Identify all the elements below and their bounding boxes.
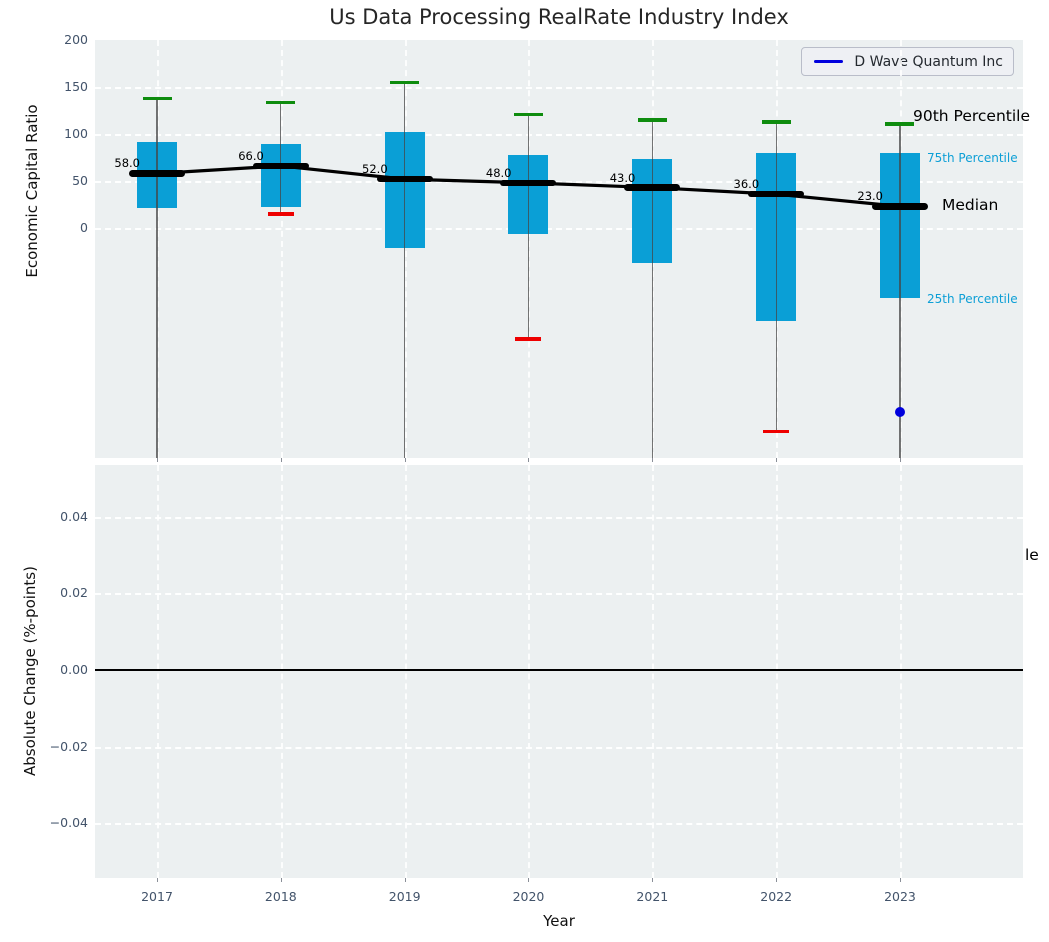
median-segment [252, 162, 309, 170]
whisker-line [899, 123, 901, 458]
annotation-25th-percentile: 25th Percentile [927, 292, 1018, 306]
whisker-line [775, 121, 777, 432]
whisker-line [527, 114, 530, 339]
company-data-point [894, 407, 905, 418]
legend-line-icon [814, 59, 844, 64]
x-tick-label: 2017 [141, 889, 173, 904]
gridline-horizontal [95, 516, 1023, 519]
cap-90th-percentile [142, 96, 172, 101]
whisker-line [156, 98, 158, 458]
x-tickmark [899, 878, 901, 882]
cap-90th-percentile [885, 122, 915, 126]
cap-90th-percentile [390, 80, 420, 85]
x-tick-label: 2023 [884, 889, 916, 904]
median-value-label: 52.0 [362, 162, 388, 177]
x-tickmark [652, 878, 654, 882]
median-value-label: 58.0 [114, 156, 140, 171]
y-tick-label: 0.04 [60, 508, 88, 524]
median-segment [624, 184, 681, 191]
x-tick-label: 2018 [264, 889, 297, 904]
gridline-horizontal [95, 134, 1023, 136]
y-tick-label: 100 [64, 126, 88, 141]
gridline-vertical [528, 40, 531, 458]
whisker-line [651, 119, 653, 458]
median-value-label: 36.0 [733, 177, 760, 192]
median-value-label: 48.0 [485, 165, 512, 180]
x-tickmark [776, 878, 778, 882]
gridline-vertical [157, 465, 159, 878]
chart-title: Us Data Processing RealRate Industry Ind… [329, 5, 789, 29]
cap-90th-percentile [513, 112, 543, 117]
x-tickmark [528, 458, 530, 462]
gridline-horizontal [95, 181, 1023, 183]
gridline-vertical [404, 465, 407, 878]
annotation-75th-percentile: 75th Percentile [927, 151, 1018, 165]
annotation-90th-percentile: 90th Percentile [913, 107, 1031, 125]
y-tick-label: 0 [80, 220, 88, 235]
cap-10th-percentile [267, 212, 294, 216]
x-tick-label: 2022 [760, 889, 793, 904]
cap-10th-percentile [515, 337, 542, 341]
x-tickmark [899, 458, 901, 462]
gridline-vertical [280, 40, 283, 458]
bottom-plot-area [95, 465, 1023, 878]
gridline-vertical [652, 465, 655, 878]
y-tick-label: 200 [64, 32, 88, 47]
median-segment [500, 179, 557, 187]
y-axis-label-top: Economic Capital Ratio [23, 104, 41, 278]
cap-90th-percentile [637, 118, 667, 122]
gridline-horizontal [95, 87, 1023, 89]
gridline-vertical [280, 465, 283, 878]
x-tickmark [280, 458, 282, 462]
legend: D Wave Quantum Inc [801, 47, 1014, 76]
x-tickmark [157, 878, 158, 882]
x-tickmark [776, 458, 778, 462]
cap-90th-percentile [761, 120, 791, 124]
median-segment [129, 170, 185, 177]
y-tick-label: 50 [72, 173, 88, 188]
x-tick-label: 2021 [636, 889, 669, 904]
annotation-clipped-right: le [1025, 546, 1039, 564]
y-tick-label: 150 [64, 79, 88, 94]
cap-10th-percentile [763, 429, 790, 434]
median-value-label: 43.0 [609, 170, 636, 185]
x-tickmark [528, 878, 530, 882]
legend-label: D Wave Quantum Inc [854, 53, 1003, 70]
gridline-horizontal [95, 228, 1023, 230]
y-tick-label: −0.02 [49, 738, 88, 754]
gridline-horizontal [95, 823, 1023, 826]
gridline-vertical [776, 465, 779, 878]
gridline-vertical [899, 465, 902, 878]
x-tick-label: 2019 [388, 889, 421, 904]
median-value-label: 23.0 [857, 189, 883, 204]
x-axis-label: Year [543, 912, 575, 930]
annotation-median: Median [942, 196, 999, 214]
median-trend-line [156, 164, 901, 208]
y-tick-label: 0.00 [60, 662, 88, 677]
cap-90th-percentile [266, 100, 296, 105]
gridline-vertical [404, 40, 407, 458]
x-tickmark [404, 878, 406, 882]
median-value-label: 66.0 [238, 148, 264, 163]
median-segment [376, 175, 433, 183]
x-tickmark [404, 458, 406, 462]
gridline-horizontal [95, 746, 1023, 749]
gridline-vertical [157, 40, 159, 458]
whisker-line [280, 102, 282, 214]
x-tickmark [157, 458, 158, 462]
median-segment [871, 203, 928, 210]
whisker-line [404, 82, 406, 458]
gridline-horizontal [95, 593, 1023, 596]
gridline-vertical [528, 465, 531, 878]
median-segment [748, 190, 805, 198]
x-tick-label: 2020 [512, 889, 545, 904]
x-tickmark [280, 878, 282, 882]
x-tickmark [652, 458, 654, 462]
top-plot-area: D Wave Quantum Inc 58.0 66.0 52.0 48.0 43.0 3… [95, 40, 1023, 458]
y-tick-label: 0.02 [60, 585, 88, 601]
zero-line [95, 669, 1023, 671]
y-tick-label: −0.04 [49, 815, 88, 831]
